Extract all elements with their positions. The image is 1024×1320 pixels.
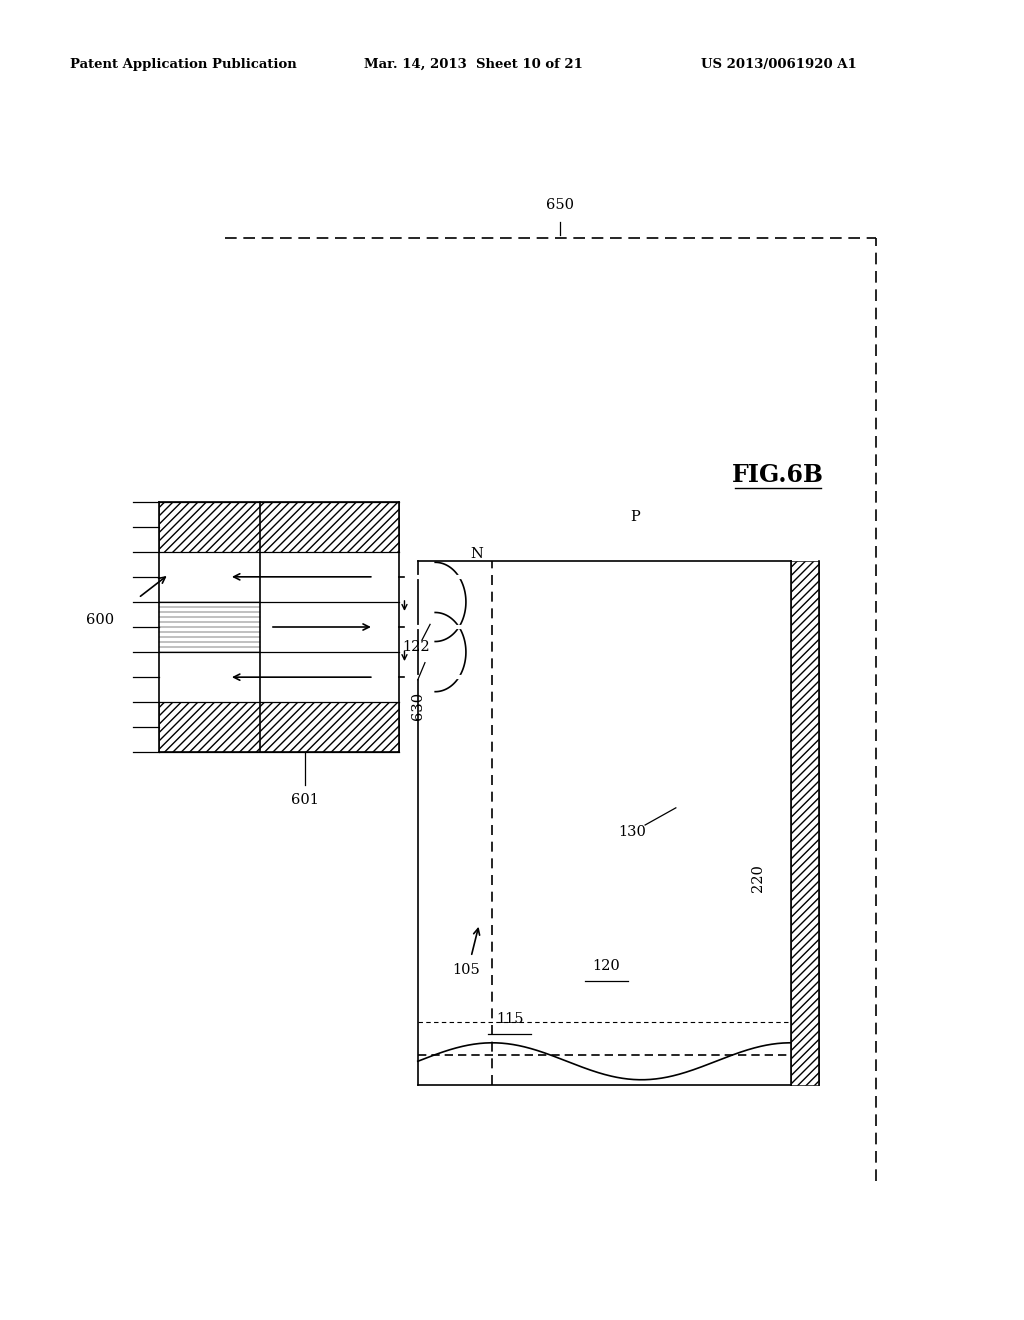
Text: N: N [471,548,483,561]
Bar [791,561,819,1085]
Text: 601: 601 [291,793,319,807]
Bar [159,652,399,702]
Text: Mar. 14, 2013  Sheet 10 of 21: Mar. 14, 2013 Sheet 10 of 21 [364,58,583,71]
Text: 650: 650 [546,198,574,211]
Text: 630: 630 [411,692,425,721]
Bar [260,602,399,652]
Text: 115: 115 [497,1012,523,1026]
Text: 105: 105 [452,964,480,977]
Text: US 2013/0061920 A1: US 2013/0061920 A1 [701,58,857,71]
Text: Patent Application Publication: Patent Application Publication [70,58,296,71]
Bar [159,552,399,602]
Text: 130: 130 [617,825,646,838]
Text: P: P [630,511,640,524]
Text: 220: 220 [751,863,765,892]
Text: FIG.6B: FIG.6B [732,463,824,487]
Bar [159,702,399,752]
Bar [159,502,399,552]
Text: 120: 120 [592,960,621,973]
Text: 122: 122 [402,640,429,653]
Bar [159,602,260,652]
Text: 600: 600 [86,614,115,627]
